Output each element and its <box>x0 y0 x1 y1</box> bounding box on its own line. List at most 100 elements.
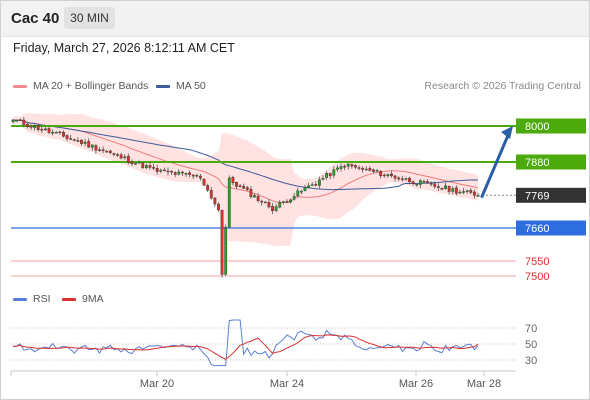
level-label-bg-7880 <box>516 154 586 170</box>
candle-body <box>62 132 65 137</box>
current-price-label: 7769 <box>525 190 549 202</box>
candle-body <box>51 131 55 134</box>
ma20-line <box>12 119 479 204</box>
symbol-title: Cac 40 <box>11 10 60 27</box>
level-label-7660: 7660 <box>525 223 549 235</box>
candle-body <box>18 119 22 121</box>
candle-body <box>206 185 210 191</box>
level-label-bg-7660 <box>516 220 586 236</box>
candle-body <box>274 206 278 211</box>
candle-body <box>469 190 473 193</box>
x-tick-label-2: Mar 26 <box>399 378 433 390</box>
bollinger-band <box>13 113 478 246</box>
legend-rsi: RSI <box>13 293 51 305</box>
candle-body <box>199 175 202 179</box>
candle-body <box>296 190 300 197</box>
candle-body <box>397 177 401 180</box>
candle-body <box>83 141 87 144</box>
level-label-8000: 8000 <box>525 121 549 133</box>
candle-body <box>278 202 282 208</box>
candle-body <box>76 140 80 142</box>
candle-body <box>87 140 91 148</box>
candle-body <box>447 186 451 192</box>
candle-body <box>415 184 419 186</box>
timestamp: Friday, March 27, 2026 8:12:11 AM CET <box>13 41 235 55</box>
level-label-7550: 7550 <box>525 256 549 268</box>
candle-body <box>108 150 112 153</box>
candle-body <box>285 201 289 203</box>
candle-body <box>390 173 393 177</box>
candle-body <box>253 195 256 198</box>
candle-body <box>321 178 325 180</box>
legend-rsi-label: RSI <box>33 293 51 305</box>
candle-body <box>350 164 354 167</box>
candle-body <box>408 177 411 182</box>
candle-body <box>454 187 458 194</box>
legend-rsi-ma: 9MA <box>62 293 104 305</box>
candle-body <box>357 167 361 169</box>
candle-body <box>314 184 318 186</box>
candle-body <box>372 169 375 172</box>
candle-body <box>144 165 148 169</box>
candle-body <box>181 171 184 174</box>
candle-body <box>429 183 433 185</box>
candle-body <box>72 139 76 141</box>
candle-body <box>307 185 310 189</box>
candle-body <box>126 155 130 163</box>
rsi-tick-70: 70 <box>525 323 537 335</box>
candle-body <box>364 168 368 171</box>
candle-body <box>123 156 127 159</box>
candle-body <box>191 174 195 177</box>
candle-body <box>40 128 44 131</box>
candle-body <box>354 165 357 168</box>
candle-body <box>281 201 285 203</box>
candle-body <box>137 162 141 164</box>
candle-body <box>90 144 94 148</box>
candle-body <box>231 177 235 184</box>
candle-body <box>256 196 260 201</box>
candle-body <box>58 131 62 134</box>
legend-ma50: MA 50 <box>156 80 206 92</box>
candle-body <box>249 188 253 197</box>
candle-body <box>184 173 188 175</box>
candle-body <box>159 169 163 172</box>
candle-body <box>238 185 242 187</box>
candle-body <box>382 174 386 177</box>
candle-body <box>65 135 69 139</box>
candle-body <box>393 175 397 179</box>
ma20-swatch <box>13 84 27 88</box>
candle-body <box>177 171 181 175</box>
forecast-arrow-shaft <box>480 131 511 198</box>
candle-body <box>47 128 51 133</box>
candle-body <box>188 172 192 175</box>
candle-body <box>465 190 469 192</box>
rsi-tick-30: 30 <box>525 355 537 367</box>
candle-body <box>436 186 440 188</box>
candle-body <box>195 174 199 177</box>
candle-body <box>260 200 264 203</box>
candle-body <box>444 185 447 189</box>
candle-body <box>343 165 347 168</box>
candle-body <box>134 163 137 165</box>
interval-button[interactable]: 30 MIN <box>64 7 115 29</box>
candle-body <box>141 162 145 168</box>
candle-body <box>361 168 365 170</box>
candle-body <box>472 191 476 196</box>
candle-body <box>162 169 166 172</box>
candle-body <box>339 166 343 169</box>
candle-body <box>317 179 321 186</box>
candle-body <box>379 171 383 177</box>
candle-body <box>310 184 314 186</box>
candle-body <box>422 181 426 183</box>
candle-body <box>426 181 429 183</box>
candle-body <box>263 201 267 204</box>
candle-body <box>29 125 33 128</box>
candle-body <box>332 169 336 176</box>
candle-body <box>220 210 224 275</box>
candle-body <box>152 167 155 169</box>
candle-body <box>116 154 119 156</box>
candle-body <box>328 173 332 177</box>
ma50-swatch <box>156 84 170 88</box>
legend-ma50-label: MA 50 <box>176 80 206 92</box>
